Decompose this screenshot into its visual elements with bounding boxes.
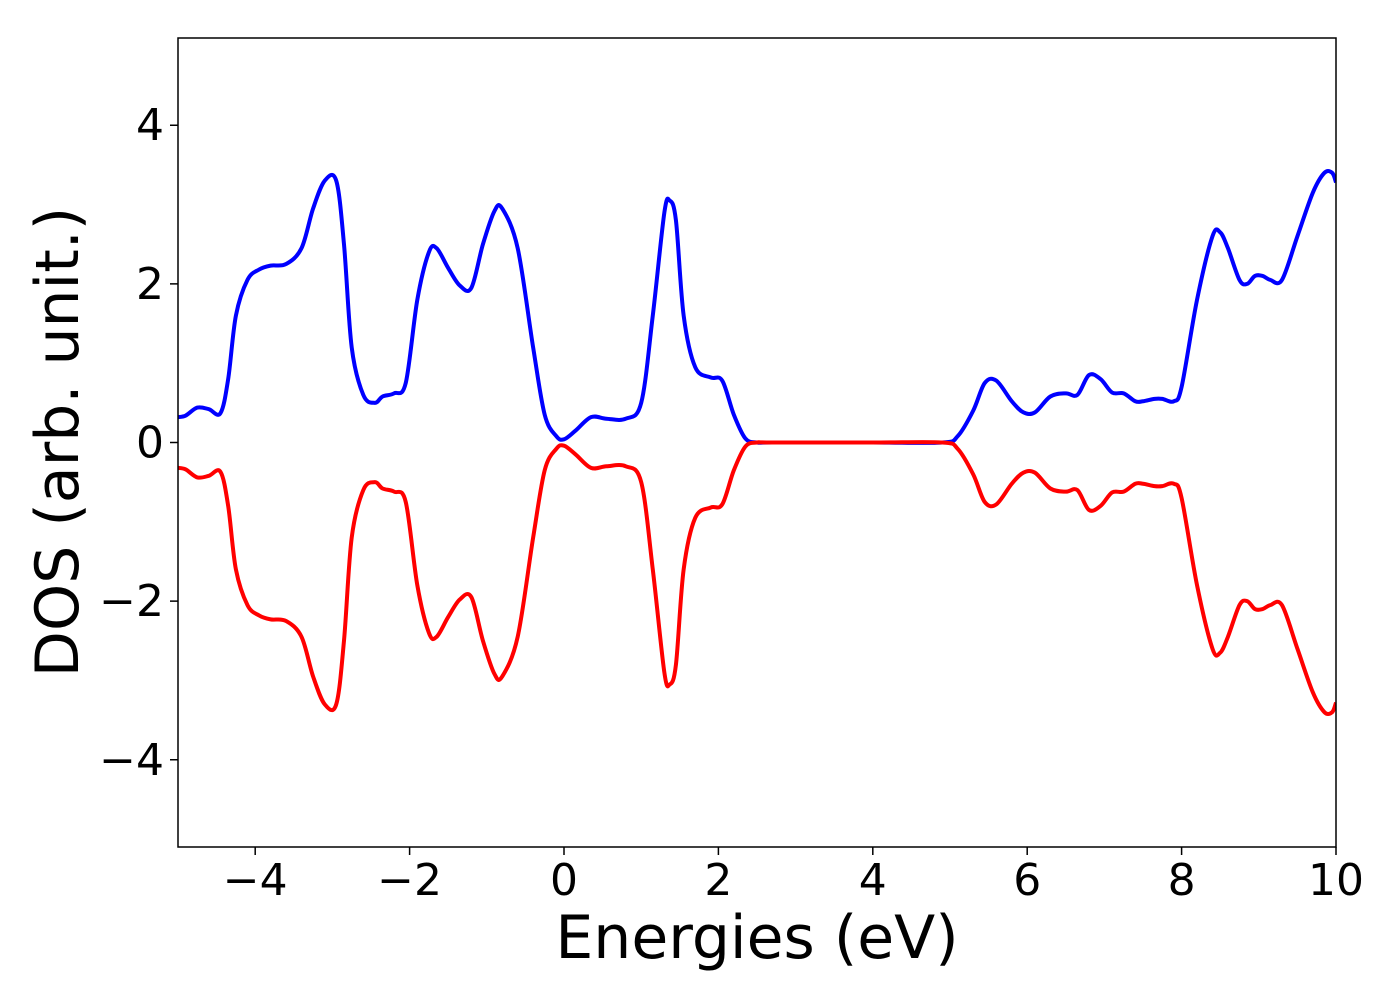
series-line-2 xyxy=(178,440,1336,717)
x-tick-label: 4 xyxy=(859,855,887,906)
x-axis-ticks: −4 −2 0 2 4 6 8 10 xyxy=(223,847,1364,906)
y-tick-label: −4 xyxy=(99,735,164,786)
y-axis-label: DOS (arb. unit.) xyxy=(23,207,93,677)
x-tick-label: 8 xyxy=(1168,855,1196,906)
x-axis-label: Energies (eV) xyxy=(555,903,958,973)
x-tick-label: 2 xyxy=(704,855,732,906)
y-tick-label: −2 xyxy=(99,576,164,627)
y-tick-label: 4 xyxy=(136,100,164,151)
x-tick-label: 10 xyxy=(1308,855,1364,906)
y-tick-label: 2 xyxy=(136,259,164,310)
y-tick-label: 0 xyxy=(136,418,164,469)
x-tick-label: −4 xyxy=(223,855,288,906)
y-axis-ticks: 4 2 0 −2 −4 xyxy=(99,100,178,786)
series-line-1 xyxy=(178,168,1336,445)
series-layer xyxy=(178,168,1336,717)
x-tick-label: −2 xyxy=(377,855,442,906)
x-tick-label: 6 xyxy=(1013,855,1041,906)
x-tick-label: 0 xyxy=(550,855,578,906)
